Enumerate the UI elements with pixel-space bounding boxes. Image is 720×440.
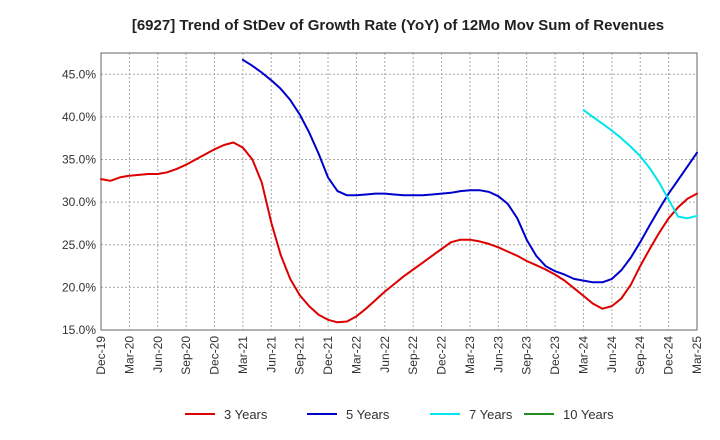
x-tick-label: Dec-24 xyxy=(662,336,676,375)
x-tick-label: Sep-21 xyxy=(293,336,307,375)
x-tick-label: Sep-20 xyxy=(179,336,193,375)
plot-border xyxy=(100,52,698,331)
x-tick-label: Dec-23 xyxy=(548,336,562,375)
x-tick-label: Mar-25 xyxy=(690,336,704,374)
x-tick-label: Dec-21 xyxy=(321,336,335,375)
x-tick-label: Mar-21 xyxy=(236,336,250,374)
x-tick-label: Mar-24 xyxy=(576,336,590,374)
x-tick-label: Jun-24 xyxy=(605,336,619,373)
x-tick-label: Jun-21 xyxy=(264,336,278,373)
chart-title: [6927] Trend of StDev of Growth Rate (Yo… xyxy=(132,17,664,34)
y-tick-label: 20.0% xyxy=(62,280,96,294)
plot-area: 15.0% 20.0% 25.0% 30.0% 35.0% 40.0% 45.0% Dec-1… xyxy=(62,52,704,375)
x-tick-label: Dec-22 xyxy=(435,336,449,375)
x-tick-label: Jun-23 xyxy=(491,336,505,373)
y-tick-label: 35.0% xyxy=(62,153,96,167)
x-tick-label: Sep-22 xyxy=(406,336,420,375)
x-tick-label: Sep-24 xyxy=(633,336,647,375)
legend-label-5-years: 5 Years xyxy=(346,407,390,422)
x-tick-label: Mar-20 xyxy=(122,336,136,374)
legend-label-3-years: 3 Years xyxy=(224,407,268,422)
legend-label-7-years: 7 Years xyxy=(469,407,513,422)
y-tick-label: 30.0% xyxy=(62,195,96,209)
x-tick-label: Mar-23 xyxy=(463,336,477,374)
series-line-7-years xyxy=(582,109,698,220)
x-tick-label: Jun-22 xyxy=(378,336,392,373)
x-tick-label: Dec-20 xyxy=(208,336,222,375)
series-line-5-years xyxy=(241,58,698,284)
series-line-3-years xyxy=(100,141,698,324)
y-tick-label: 15.0% xyxy=(62,323,96,337)
y-tick-label: 45.0% xyxy=(62,67,96,81)
x-tick-label: Jun-20 xyxy=(151,336,165,373)
y-tick-label: 25.0% xyxy=(62,238,96,252)
x-tick-label: Sep-23 xyxy=(520,336,534,375)
legend-label-10-years: 10 Years xyxy=(563,407,614,422)
x-tick-label: Mar-22 xyxy=(349,336,363,374)
x-tick-label: Dec-19 xyxy=(94,336,108,375)
y-tick-label: 40.0% xyxy=(62,110,96,124)
plot-background xyxy=(101,53,697,330)
legend: 3 Years 5 Years 7 Years 10 Years xyxy=(185,407,614,422)
